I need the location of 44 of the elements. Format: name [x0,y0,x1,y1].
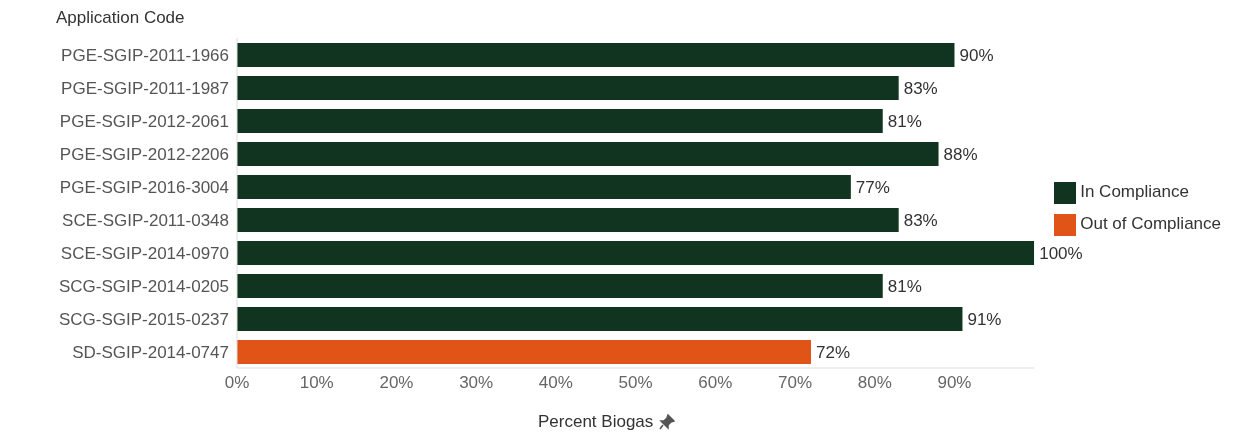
data-label: 100% [1039,243,1083,263]
x-tick-label: 30% [459,373,494,393]
x-tick-label: 20% [379,373,414,393]
bar [237,76,899,100]
x-tick-label: 50% [618,373,653,393]
x-tick-label: 40% [538,373,573,393]
x-tick-label: 10% [299,373,334,393]
bar [237,208,899,232]
x-tick-label: 70% [778,373,813,393]
y-tick-label: PGE-SGIP-2011-1966 [61,45,229,65]
y-axis-title: Application Code [56,8,185,28]
data-label: 83% [903,210,938,230]
y-tick-label: SCE-SGIP-2014-0970 [60,243,229,263]
x-tick-label: 90% [937,373,972,393]
data-label: 83% [903,78,938,98]
bar [237,307,963,331]
data-label: 72% [815,342,851,362]
data-label: 77% [855,177,890,197]
data-label: 81% [887,276,922,296]
legend-label: Out of Compliance [1080,214,1221,233]
x-tick-label: 60% [698,373,733,393]
x-axis-title: Percent Biogas [538,412,654,432]
legend-label: In Compliance [1080,182,1189,201]
y-tick-label: PGE-SGIP-2012-2061 [59,111,229,131]
bar [237,109,883,133]
y-tick-label: PGE-SGIP-2012-2206 [59,144,229,164]
y-tick-label: SD-SGIP-2014-0747 [72,342,229,362]
bar [237,340,811,364]
bar [237,43,955,67]
y-tick-label: SCE-SGIP-2011-0348 [62,210,229,230]
bar [237,175,851,199]
bar [237,274,883,298]
x-tick-label: 0% [224,373,250,393]
y-tick-label: SCG-SGIP-2014-0205 [58,276,229,296]
y-tick-label: PGE-SGIP-2016-3004 [59,177,229,197]
data-label: 91% [967,309,1002,329]
y-tick-label: PGE-SGIP-2011-1987 [61,78,229,98]
y-tick-label: SCG-SGIP-2015-0237 [58,309,229,329]
bar [237,241,1035,265]
data-label: 88% [943,144,978,164]
data-label: 90% [959,45,994,65]
x-tick-label: 80% [857,373,892,393]
data-label: 81% [887,111,922,131]
bar [237,142,939,166]
